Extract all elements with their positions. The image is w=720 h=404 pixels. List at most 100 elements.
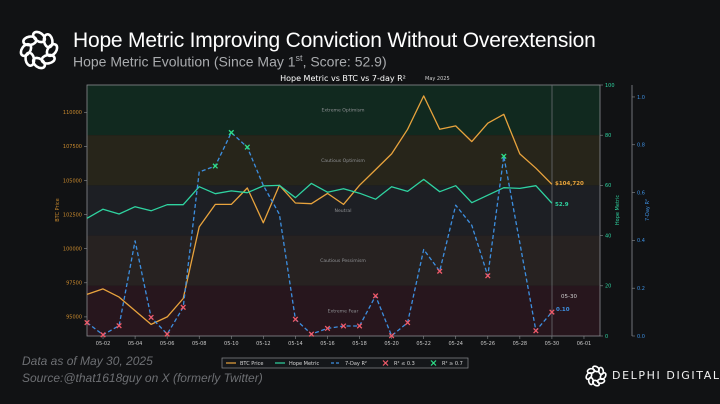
r2-low-marker <box>533 327 539 334</box>
zone-labels: Extreme Optimism Cautious Optimism Neutral… <box>320 108 366 315</box>
r2-low-marker <box>372 293 379 299</box>
r2-high-marker <box>244 144 251 150</box>
btc-axis: 95000 97500 100000 102500 105000 107500 110000… <box>55 110 87 321</box>
r2-low-marker <box>388 333 395 339</box>
hope-axis: 0 20 40 60 80 100 Hope Metric <box>600 83 621 340</box>
delphi-logo-icon <box>19 30 59 70</box>
r2-low-marker <box>308 331 315 337</box>
btc-tick-label: 107500 <box>63 144 82 150</box>
annotation-date: 05-30 <box>561 294 577 300</box>
x-tick-label: 05-24 <box>448 341 463 347</box>
hope-tick-label: 20 <box>605 284 611 290</box>
x-tick-label: 05-10 <box>224 341 239 347</box>
chart-title: Hope Metric vs BTC vs 7-day R² <box>280 74 406 83</box>
legend-btc-label: BTC Price <box>240 361 263 367</box>
marker-stroke <box>244 144 251 150</box>
hope-axis-label: Hope Metric <box>615 195 621 225</box>
legend-low-marker-icon <box>382 360 389 366</box>
r2-low-marker <box>180 304 186 311</box>
marker-stroke <box>388 333 395 339</box>
x-tick-label: 05-14 <box>288 341 303 347</box>
marker-stroke <box>485 273 491 279</box>
logo-loop <box>22 35 38 47</box>
r2-low-marker <box>116 322 122 329</box>
chart-title-note: May 2025 <box>425 76 450 82</box>
btc-price-line <box>86 95 553 326</box>
subtitle-suffix: , Score: 52.9) <box>302 53 387 70</box>
btc-tick-label: 95000 <box>66 315 82 321</box>
marker-stroke <box>324 325 331 332</box>
r2-tick-label: 0.6 <box>637 190 645 196</box>
hope-tick-label: 80 <box>605 133 611 139</box>
r2-low-marker <box>485 273 491 279</box>
series-lines <box>86 95 553 337</box>
r2-low-marker <box>100 332 106 338</box>
hope-tick-label: 0 <box>605 334 608 340</box>
source-credit: Source:@that1618guy on X (formerly Twitt… <box>22 371 263 385</box>
subtitle-sup: st <box>295 53 303 63</box>
btc-tick-label: 97500 <box>66 281 82 287</box>
r2-low-marker <box>292 316 299 323</box>
zone-label: Cautious Optimism <box>321 158 365 164</box>
marker-stroke <box>180 304 186 311</box>
x-tick-label: 05-26 <box>481 341 496 347</box>
legend-hope-label: Hope Metric <box>289 361 319 367</box>
zone-label: Extreme Optimism <box>321 108 365 114</box>
zone-band <box>87 85 600 136</box>
x-tick-label: 05-16 <box>320 341 335 347</box>
r2-low-marker <box>404 319 411 326</box>
x-tick-label: 05-22 <box>416 341 431 347</box>
x-tick-label: 05-06 <box>160 341 175 347</box>
page-subtitle: Hope Metric Evolution (Since May 1st, Sc… <box>73 53 387 70</box>
logo-loop <box>586 367 596 375</box>
legend-high-marker-icon <box>430 360 437 366</box>
brand-name: DELPHI DIGITAL <box>612 369 720 382</box>
r2-low-marker <box>549 309 555 315</box>
r2-tick-label: 0.8 <box>637 143 645 149</box>
r2-low-marker <box>356 323 363 329</box>
r2-tick-label: 0.2 <box>637 286 645 292</box>
r2-low-marker <box>84 319 90 326</box>
legend-high-label: R² ≥ 0.7 <box>442 361 463 367</box>
marker-stroke <box>100 332 106 338</box>
hope-metric-line <box>86 178 553 219</box>
btc-tick-label: 110000 <box>63 110 82 116</box>
r2-high-marker <box>501 153 507 159</box>
zone-label: Cautious Pessimism <box>320 258 366 264</box>
marker-stroke <box>84 319 90 326</box>
x-tick-label: 05-30 <box>545 341 560 347</box>
r2-low-marker <box>436 268 443 274</box>
hope-tick-label: 100 <box>605 83 615 89</box>
x-tick-label: 06-01 <box>577 341 592 347</box>
annotation-r2-last: 0.10 <box>556 307 570 313</box>
r2-low-marker <box>164 331 170 337</box>
marker-stroke <box>501 153 507 159</box>
r2-high-marker <box>212 163 219 169</box>
x-tick-label: 05-12 <box>256 341 271 347</box>
marker-stroke <box>356 323 363 329</box>
r2-tick-label: 0.0 <box>637 334 645 340</box>
x-axis: 05-02 05-04 05-06 05-08 05-10 05-12 05-14 05-16… <box>96 336 591 347</box>
zone-band <box>87 135 600 186</box>
legend-low-label: R² ≤ 0.3 <box>394 361 415 367</box>
x-tick-label: 05-20 <box>384 341 399 347</box>
hope-tick-label: 60 <box>605 183 611 189</box>
r2-tick-label: 0.4 <box>637 238 645 244</box>
x-tick-label: 05-08 <box>192 341 207 347</box>
marker-stroke <box>212 163 219 169</box>
marker-stroke <box>549 309 555 315</box>
zone-label: Neutral <box>335 208 352 214</box>
btc-tick-label: 105000 <box>63 178 82 184</box>
page-title: Hope Metric Improving Conviction Without… <box>73 29 596 52</box>
marker-stroke <box>148 314 154 321</box>
r2-markers <box>84 129 555 339</box>
x-tick-label: 05-04 <box>128 341 143 347</box>
r2-low-marker <box>324 325 331 332</box>
annotation-btc-last: $104,720 <box>555 181 584 187</box>
r2-high-marker <box>228 129 235 136</box>
marker-stroke <box>533 327 539 334</box>
marker-stroke <box>372 293 379 299</box>
delphi-digital-brand-icon <box>585 365 607 387</box>
legend: BTC Price Hope Metric 7-Day R² R² ≤ 0.3 … <box>221 357 469 369</box>
marker-stroke <box>228 129 235 136</box>
